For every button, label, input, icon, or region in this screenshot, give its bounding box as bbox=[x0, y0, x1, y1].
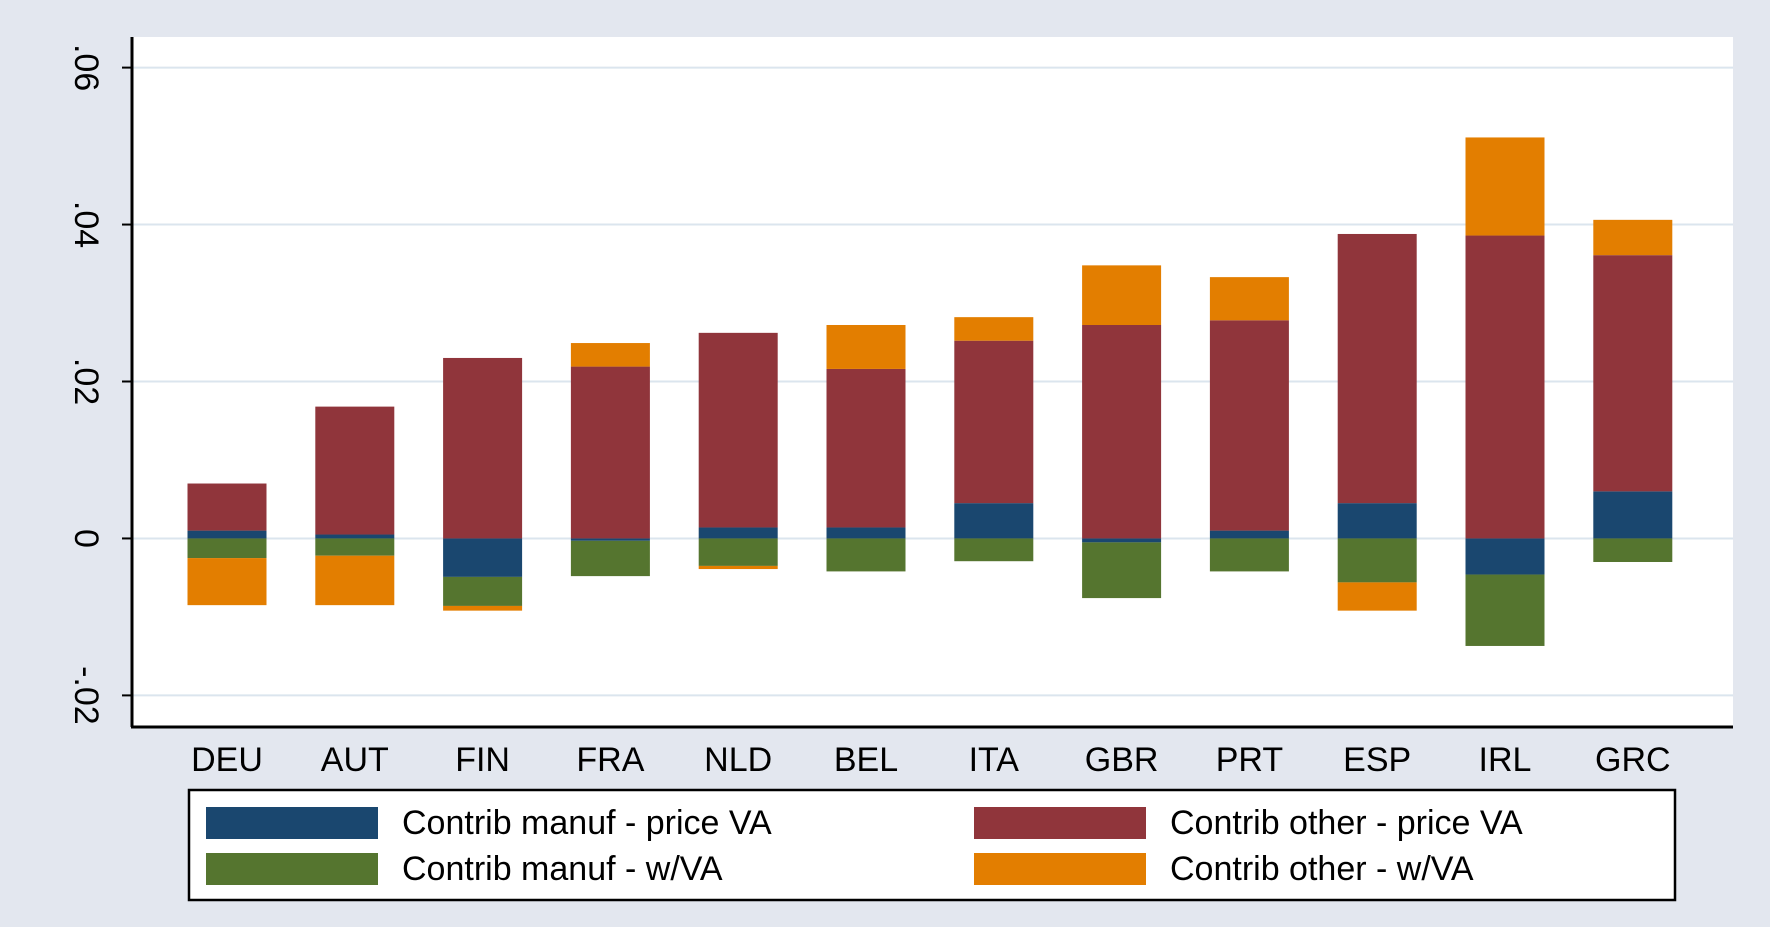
bar-segment bbox=[698, 527, 778, 539]
bar-segment bbox=[1593, 219, 1673, 256]
bar-segment bbox=[443, 576, 523, 606]
bar-segment bbox=[570, 538, 650, 541]
bar-segment bbox=[826, 368, 906, 528]
legend-swatch bbox=[206, 807, 378, 839]
bar-segment bbox=[187, 483, 267, 531]
bar-segment bbox=[954, 503, 1034, 539]
x-tick-label: IRL bbox=[1479, 741, 1532, 779]
plot: -.02 0 .02 .04 .06 DEU AUT FIN FRA NLD BEL ITA GBR PR… bbox=[67, 44, 1733, 779]
bar-segment bbox=[1465, 538, 1545, 575]
x-tick-label: PRT bbox=[1216, 741, 1283, 779]
bar-segment bbox=[443, 357, 523, 539]
x-tick-label: DEU bbox=[191, 741, 263, 779]
bar-segment bbox=[1209, 320, 1289, 531]
legend-label: Contrib other - w/VA bbox=[1170, 850, 1474, 888]
x-tick-label: NLD bbox=[704, 741, 772, 779]
bar-segment bbox=[315, 534, 395, 539]
legend-swatch bbox=[974, 853, 1146, 885]
bar-segment bbox=[1465, 235, 1545, 539]
bar-segment bbox=[570, 343, 650, 367]
bar-segment bbox=[1082, 538, 1162, 543]
bar-segment bbox=[315, 406, 395, 535]
x-tick-label: AUT bbox=[321, 741, 389, 779]
x-tick-label: FRA bbox=[576, 741, 644, 779]
bar-segment bbox=[698, 332, 778, 528]
bar-segment bbox=[1465, 574, 1545, 646]
bar-segment bbox=[1209, 530, 1289, 539]
bar-segment bbox=[1209, 277, 1289, 321]
bar-segment bbox=[1337, 503, 1417, 539]
bar-segment bbox=[315, 538, 395, 556]
legend-label: Contrib manuf - price VA bbox=[402, 804, 772, 842]
bar-segment bbox=[570, 366, 650, 539]
bar-segment bbox=[570, 540, 650, 577]
y-tick-label: .06 bbox=[67, 44, 105, 91]
bar-segment bbox=[1465, 137, 1545, 236]
x-tick-label: GRC bbox=[1595, 741, 1671, 779]
bar-segment bbox=[954, 538, 1034, 562]
legend-swatch bbox=[206, 853, 378, 885]
bar-segment bbox=[1082, 542, 1162, 599]
bar-segment bbox=[1082, 324, 1162, 539]
bar-segment bbox=[826, 538, 906, 572]
x-tick-label: GBR bbox=[1085, 741, 1159, 779]
bar-segment bbox=[1337, 233, 1417, 504]
legend-label: Contrib other - price VA bbox=[1170, 804, 1523, 842]
bar-segment bbox=[1593, 255, 1673, 492]
bar-segment bbox=[1593, 491, 1673, 539]
bar-segment bbox=[1593, 538, 1673, 562]
bar-segment bbox=[826, 527, 906, 539]
y-tick-label: -.02 bbox=[67, 666, 105, 725]
x-tick-label: ITA bbox=[969, 741, 1020, 779]
y-tick-label: 0 bbox=[67, 529, 105, 548]
bar-segment bbox=[698, 565, 778, 570]
y-tick-label: .02 bbox=[67, 358, 105, 405]
bar-segment bbox=[1337, 582, 1417, 611]
bar-segment bbox=[1082, 265, 1162, 325]
bar-segment bbox=[954, 317, 1034, 341]
bar-segment bbox=[1209, 538, 1289, 572]
bar-segment bbox=[187, 538, 267, 559]
legend bbox=[187, 788, 1677, 902]
bar-segment bbox=[1337, 538, 1417, 583]
bar-segment bbox=[826, 324, 906, 369]
bar-segment bbox=[187, 530, 267, 539]
x-tick-label: BEL bbox=[834, 741, 898, 779]
bar-segment bbox=[187, 558, 267, 606]
bar-segment bbox=[443, 538, 523, 577]
bar-segment bbox=[698, 538, 778, 566]
legend-label: Contrib manuf - w/VA bbox=[402, 850, 723, 888]
bar-segment bbox=[315, 555, 395, 606]
x-tick-label: FIN bbox=[455, 741, 510, 779]
x-tick-label: ESP bbox=[1343, 741, 1411, 779]
bar-segment bbox=[954, 340, 1034, 504]
bar-segment bbox=[443, 605, 523, 611]
legend-swatch bbox=[974, 807, 1146, 839]
y-tick-label: .04 bbox=[67, 201, 105, 248]
